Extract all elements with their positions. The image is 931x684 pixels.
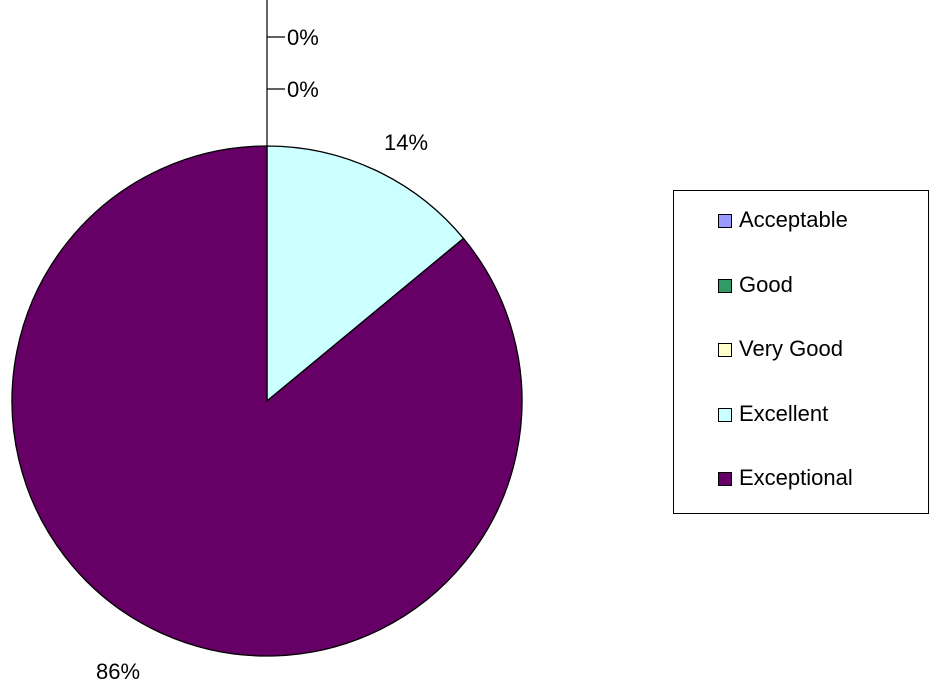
- legend-label-exceptional: Exceptional: [739, 465, 853, 490]
- legend-item-good: Good: [718, 272, 928, 337]
- label-leader-lines: [266, 0, 285, 146]
- legend-swatch-excellent: [718, 407, 732, 422]
- legend-item-acceptable: Acceptable: [718, 207, 928, 272]
- legend-label-very-good: Very Good: [739, 336, 843, 361]
- legend-swatch-good: [718, 278, 732, 293]
- legend: Acceptable Good Very Good Excellent Exce…: [673, 190, 929, 514]
- legend-item-excellent: Excellent: [718, 401, 928, 466]
- legend-label-excellent: Excellent: [739, 400, 829, 426]
- legend-swatch-exceptional: [718, 472, 732, 486]
- data-label-excellent: 14%: [384, 130, 428, 155]
- slice-exceptional: [11, 145, 523, 657]
- legend-item-exceptional: Exceptional: [718, 465, 928, 530]
- legend-swatch-acceptable: [718, 214, 732, 228]
- data-label-good: 0%: [287, 77, 319, 102]
- data-label-acceptable: 0%: [287, 25, 319, 50]
- slice-excellent: [266, 145, 465, 403]
- pie-slices: [11, 145, 523, 657]
- data-label-exceptional: 86%: [96, 659, 140, 684]
- legend-item-very-good: Very Good: [718, 336, 928, 401]
- legend-label-acceptable: Acceptable: [739, 207, 848, 232]
- data-labels: 0% 0% 14% 86%: [96, 25, 428, 684]
- legend-label-good: Good: [739, 271, 793, 297]
- legend-swatch-very-good: [718, 343, 732, 357]
